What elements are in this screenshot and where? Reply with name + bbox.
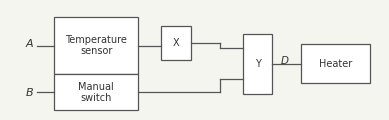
Bar [54,17,138,74]
Text: B: B [25,88,33,98]
Text: Heater: Heater [319,59,352,69]
Text: D: D [281,56,289,66]
Bar [54,74,138,110]
Bar [243,34,272,94]
Text: X: X [173,38,179,48]
Bar [161,26,191,60]
Text: Y: Y [255,59,261,69]
Text: Temperature
sensor: Temperature sensor [65,35,127,56]
Text: Manual
switch: Manual switch [79,82,114,103]
Text: A: A [25,39,33,49]
Bar [301,44,370,83]
